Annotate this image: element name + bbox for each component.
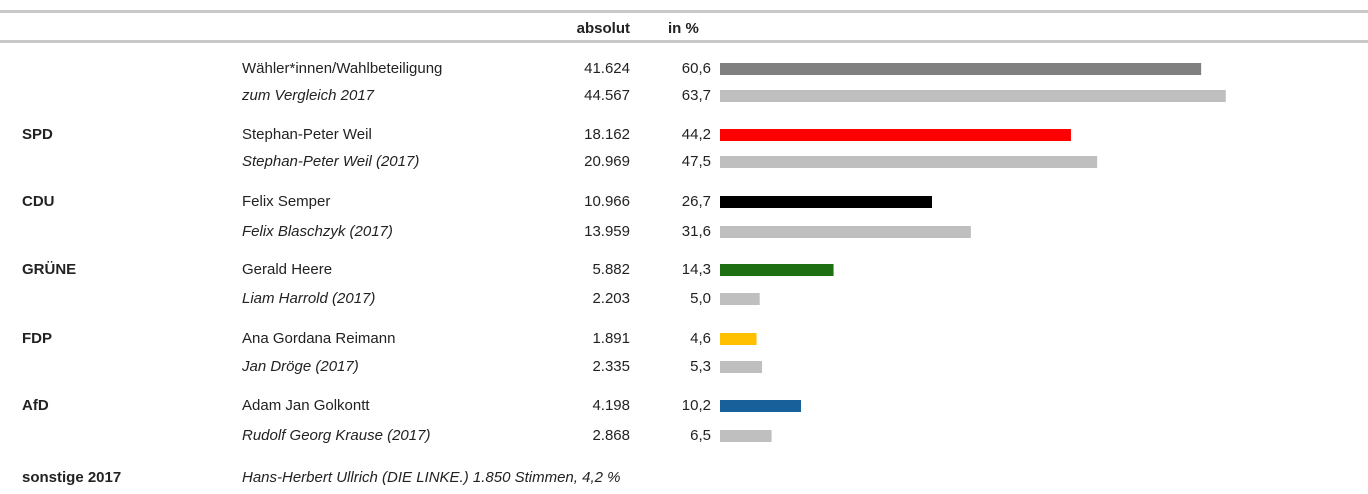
header-rule (0, 40, 1368, 43)
party: GRÜNE (22, 261, 76, 278)
bar (720, 90, 1226, 102)
top-rule (0, 10, 1368, 13)
absolut: 2.868 (592, 427, 630, 444)
absolut: 13.959 (584, 223, 630, 240)
bar (720, 333, 757, 345)
candidate: Adam Jan Golkontt (242, 397, 370, 414)
absolut: 2.335 (592, 358, 630, 375)
percent: 60,6 (682, 60, 711, 77)
bar (720, 430, 772, 442)
percent: 6,5 (690, 427, 711, 444)
percent: 63,7 (682, 87, 711, 104)
footer-party: sonstige 2017 (22, 469, 121, 486)
footer-text: Hans-Herbert Ullrich (DIE LINKE.) 1.850 … (242, 469, 620, 486)
candidate: Stephan-Peter Weil (2017) (242, 153, 419, 170)
absolut: 1.891 (592, 330, 630, 347)
bar (720, 226, 971, 238)
percent: 47,5 (682, 153, 711, 170)
bar (720, 129, 1071, 141)
party: SPD (22, 126, 53, 143)
bar (720, 63, 1202, 75)
percent: 31,6 (682, 223, 711, 240)
absolut: 18.162 (584, 126, 630, 143)
percent: 26,7 (682, 193, 711, 210)
absolut: 4.198 (592, 397, 630, 414)
absolut: 2.203 (592, 290, 630, 307)
candidate: zum Vergleich 2017 (241, 87, 375, 104)
percent: 5,0 (690, 290, 711, 307)
percent: 4,6 (690, 330, 711, 347)
header-percent: in % (668, 20, 699, 37)
bar (720, 196, 932, 208)
percent: 10,2 (682, 397, 711, 414)
bar (720, 361, 763, 373)
candidate: Felix Semper (242, 193, 330, 210)
absolut: 44.567 (584, 87, 630, 104)
candidate: Felix Blaschzyk (2017) (242, 223, 393, 240)
absolut: 20.969 (584, 153, 630, 170)
bar (720, 156, 1098, 168)
bar (720, 264, 834, 276)
absolut: 5.882 (592, 261, 630, 278)
party: CDU (22, 193, 55, 210)
candidate: Wähler*innen/Wahlbeteiligung (242, 60, 442, 77)
absolut: 10.966 (584, 193, 630, 210)
percent: 14,3 (682, 261, 711, 278)
absolut: 41.624 (584, 60, 630, 77)
candidate: Jan Dröge (2017) (241, 358, 359, 375)
party: FDP (22, 330, 52, 347)
percent: 44,2 (682, 126, 711, 143)
bar (720, 293, 760, 305)
party: AfD (22, 397, 49, 414)
candidate: Rudolf Georg Krause (2017) (242, 427, 430, 444)
candidate: Gerald Heere (242, 261, 332, 278)
candidate: Ana Gordana Reimann (242, 330, 395, 347)
header-absolut: absolut (577, 20, 630, 37)
candidate: Liam Harrold (2017) (242, 290, 375, 307)
candidate: Stephan-Peter Weil (242, 126, 372, 143)
percent: 5,3 (690, 358, 711, 375)
bar (720, 400, 801, 412)
